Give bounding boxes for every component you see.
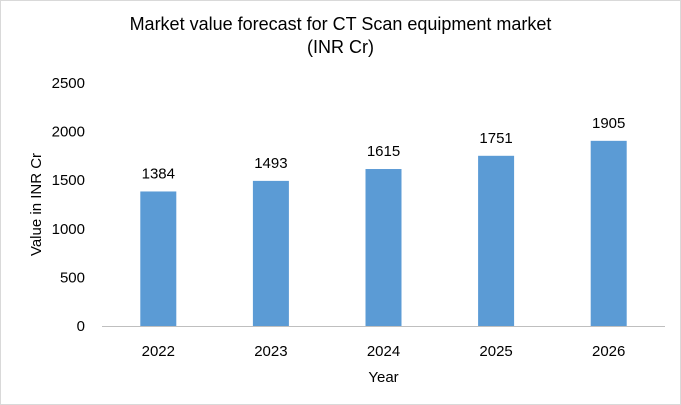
y-tick-label: 1000 bbox=[52, 221, 85, 238]
x-axis-ticks: 2022 2023 2024 2025 2026 bbox=[142, 343, 626, 360]
bar-2024 bbox=[365, 169, 402, 326]
x-tick-label-2022: 2022 bbox=[142, 343, 175, 360]
data-label-2025: 1751 bbox=[479, 130, 512, 147]
x-tick-label-2024: 2024 bbox=[367, 343, 400, 360]
y-tick-label: 500 bbox=[60, 269, 85, 286]
data-labels: 1384 1493 1615 1751 1905 bbox=[142, 115, 626, 183]
bar-2023 bbox=[252, 180, 289, 326]
x-tick-label-2026: 2026 bbox=[592, 343, 625, 360]
bars bbox=[140, 140, 627, 326]
y-axis-title: Value in INR Cr bbox=[28, 153, 45, 256]
bar-2022 bbox=[140, 191, 177, 326]
y-tick-label: 2500 bbox=[52, 75, 85, 92]
chart-title-unit: (INR Cr) bbox=[307, 37, 374, 57]
y-axis-ticks: 0 500 1000 1500 2000 2500 bbox=[52, 75, 85, 335]
y-tick-label: 1500 bbox=[52, 172, 85, 189]
y-tick-label: 0 bbox=[77, 318, 85, 335]
x-tick-label-2025: 2025 bbox=[479, 343, 512, 360]
data-label-2023: 1493 bbox=[254, 155, 287, 172]
x-axis-title: Year bbox=[368, 369, 398, 386]
chart-title: Market value forecast for CT Scan equipm… bbox=[129, 14, 552, 34]
x-tick-label-2023: 2023 bbox=[254, 343, 287, 360]
bar-2026 bbox=[590, 140, 627, 326]
data-label-2026: 1905 bbox=[592, 115, 625, 132]
data-label-2024: 1615 bbox=[367, 143, 400, 160]
data-label-2022: 1384 bbox=[142, 165, 175, 182]
y-tick-label: 2000 bbox=[52, 124, 85, 141]
bar-2025 bbox=[478, 155, 515, 326]
